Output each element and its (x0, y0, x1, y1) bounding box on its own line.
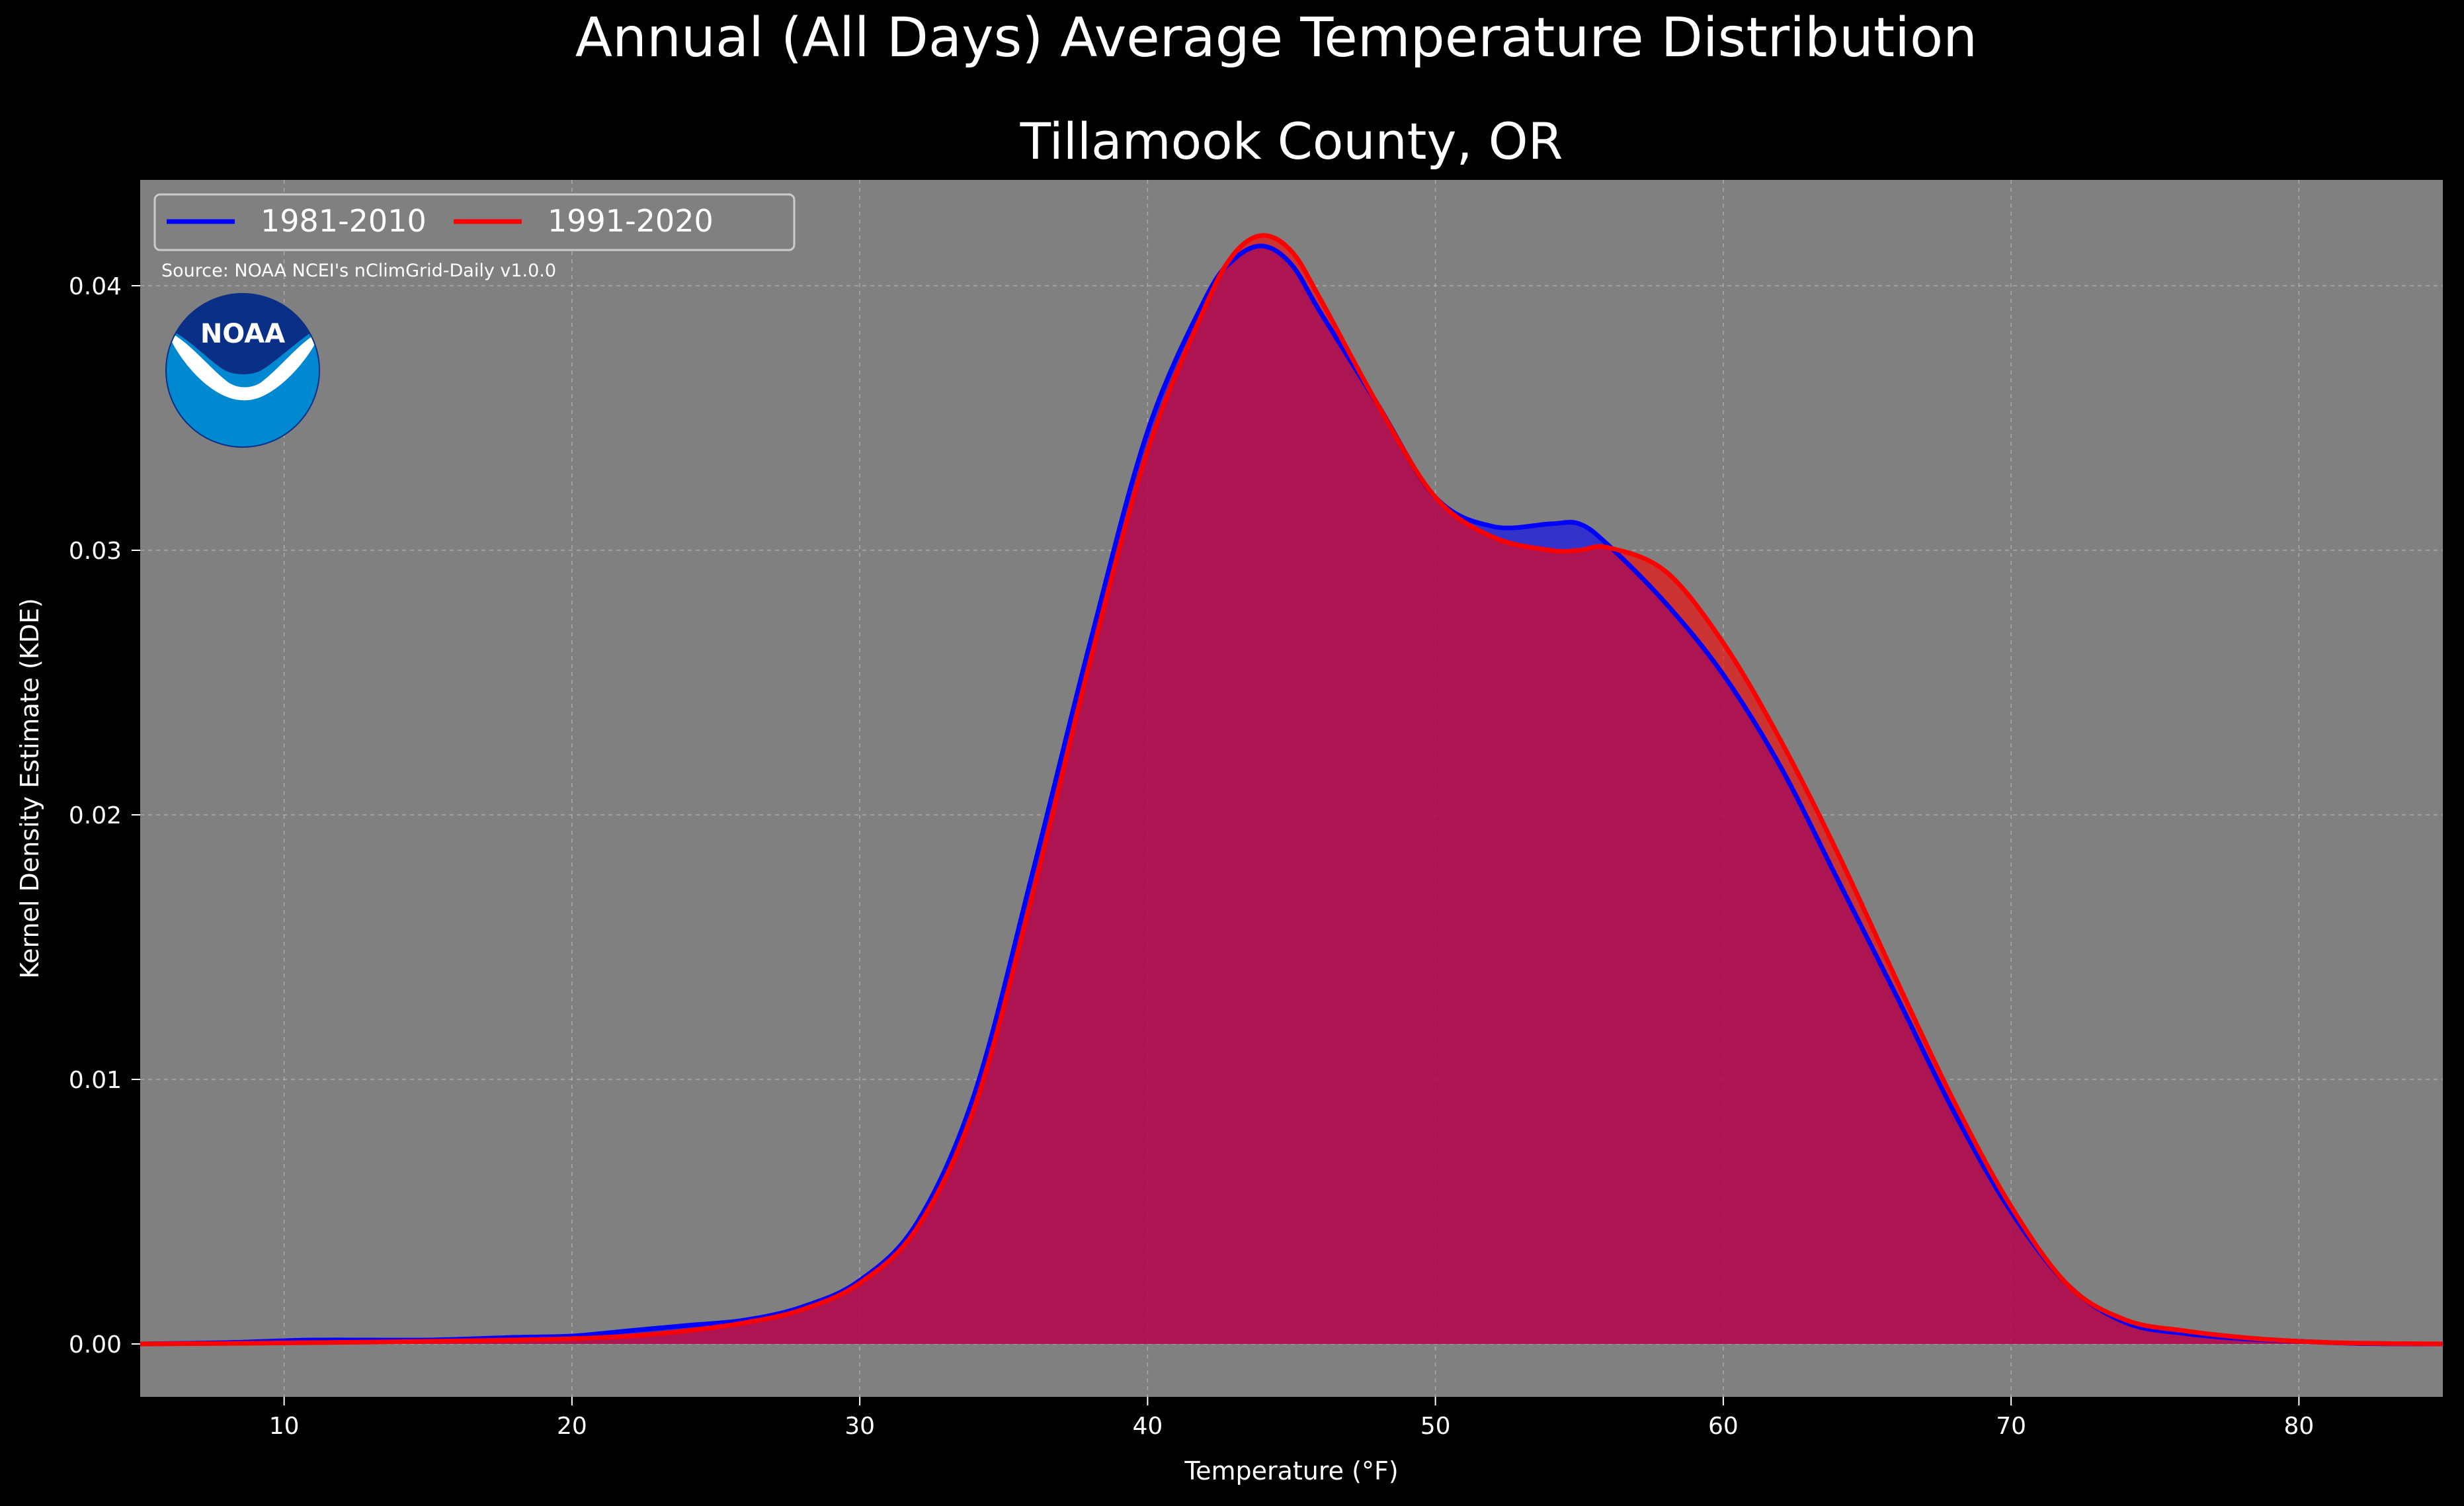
noaa-logo: NOAA (165, 293, 320, 448)
x-tick-label-80: 80 (2283, 1413, 2314, 1440)
x-tick-label-40: 40 (1132, 1413, 1163, 1440)
series-line-1981-2010 (140, 243, 2443, 1347)
y-axis-label: Kernel Density Estimate (KDE) (15, 598, 44, 979)
chart-subtitle: Tillamook County, OR (1020, 112, 1563, 171)
source-note: Source: NOAA NCEI's nClimGrid-Daily v1.0… (161, 261, 556, 281)
noaa-logo-wordmark: NOAA (200, 319, 285, 349)
x-tick-label-50: 50 (1420, 1413, 1451, 1440)
legend: 1981-2010 1991-2020 (153, 193, 796, 251)
series-line-1991-2020 (140, 233, 2443, 1347)
y-tick-label-3: 0.03 (69, 538, 122, 565)
x-tick-label-30: 30 (844, 1413, 875, 1440)
x-axis-label: Temperature (°F) (1184, 1456, 1398, 1485)
y-tick-label-0: 0.00 (69, 1331, 122, 1359)
legend-label-1981-2010: 1981-2010 (261, 203, 427, 239)
legend-label-1991-2020: 1991-2020 (548, 203, 714, 239)
y-tick-label-1: 0.01 (69, 1067, 122, 1094)
y-tick-label-2: 0.02 (69, 802, 122, 829)
x-tick-label-70: 70 (1996, 1413, 2026, 1440)
chart-title: Annual (All Days) Average Temperature Di… (575, 7, 1977, 69)
axis-ticks: 10 20 30 40 50 60 70 80 0.00 0.01 0.02 0.03 0.04 (69, 273, 2314, 1440)
x-tick-label-60: 60 (1708, 1413, 1739, 1440)
x-tick-label-20: 20 (557, 1413, 587, 1440)
series-lines (140, 233, 2443, 1347)
series-fills (140, 235, 2443, 1344)
series-fill-1991-2020 (140, 235, 2443, 1344)
x-tick-label-10: 10 (269, 1413, 300, 1440)
y-tick-label-4: 0.04 (69, 273, 122, 300)
